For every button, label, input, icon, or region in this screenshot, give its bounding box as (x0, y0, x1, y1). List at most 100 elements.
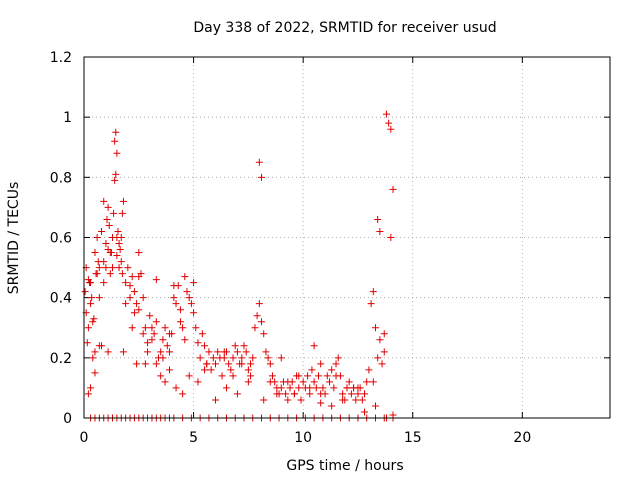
data-point (282, 390, 290, 398)
data-point (253, 312, 261, 320)
data-point (310, 342, 318, 350)
data-point (181, 273, 189, 281)
data-point (231, 342, 239, 350)
data-point (350, 384, 358, 392)
data-point (98, 227, 106, 235)
ticks-layer: 0 0.2 0.4 0.6 0.8 1 1.2 0 5 10 15 20 (50, 50, 610, 446)
data-point (361, 390, 369, 398)
data-point (146, 312, 154, 320)
data-point (244, 366, 252, 374)
data-point (363, 378, 371, 386)
data-point (345, 378, 353, 386)
data-point (135, 249, 143, 257)
data-point (201, 366, 209, 374)
data-point (319, 384, 327, 392)
data-point (157, 348, 165, 356)
data-point (187, 300, 195, 308)
data-point (212, 396, 219, 404)
data-point (100, 258, 108, 266)
data-point (339, 396, 347, 404)
data-point (286, 384, 294, 392)
data-point (299, 378, 307, 386)
data-point (84, 324, 92, 332)
data-point (170, 282, 178, 290)
data-point (91, 249, 99, 257)
data-point (102, 264, 110, 272)
data-point (135, 306, 143, 314)
data-point (242, 348, 250, 356)
data-point (212, 360, 219, 368)
data-point (93, 234, 101, 241)
data-point (108, 234, 116, 241)
data-point (176, 318, 184, 326)
y-tick-label: 1 (63, 110, 72, 126)
data-point (87, 384, 95, 392)
data-point (111, 137, 119, 145)
data-point (258, 173, 266, 181)
data-point (238, 360, 246, 368)
data-point (207, 366, 215, 374)
data-point (161, 378, 169, 386)
data-point (87, 300, 95, 308)
data-point (152, 360, 160, 368)
data-point (111, 176, 119, 184)
data-point (181, 336, 189, 344)
y-tick-label: 1.2 (50, 50, 72, 66)
data-point (118, 270, 126, 278)
data-point (297, 396, 305, 404)
data-point (104, 348, 112, 356)
data-point (139, 294, 147, 302)
data-point (192, 324, 200, 332)
data-point (203, 360, 211, 368)
data-point (179, 390, 187, 398)
data-point (317, 360, 325, 368)
data-point (104, 246, 112, 254)
data-point (306, 390, 314, 398)
data-point (376, 227, 384, 235)
grid-layer (84, 57, 610, 418)
data-point (225, 360, 233, 368)
data-point (130, 288, 138, 296)
data-point (310, 378, 318, 386)
x-tick-label: 20 (513, 430, 531, 446)
data-point (227, 366, 235, 374)
data-point (194, 339, 202, 347)
data-point (183, 288, 191, 296)
data-point (389, 185, 397, 193)
data-point (103, 215, 111, 223)
data-point (343, 384, 351, 392)
data-point (290, 390, 298, 398)
data-point (144, 348, 152, 356)
data-point (317, 399, 325, 407)
data-point (84, 390, 92, 398)
data-point (220, 348, 228, 356)
data-point (179, 324, 187, 332)
data-point (165, 330, 173, 338)
data-point (104, 203, 112, 211)
plot-frame (83, 56, 611, 419)
data-point (365, 366, 373, 374)
data-point (295, 372, 303, 380)
data-point (170, 294, 178, 302)
data-point (119, 197, 127, 205)
data-point (374, 215, 382, 223)
data-point (135, 273, 143, 281)
data-point (105, 221, 113, 229)
data-point (113, 252, 121, 260)
data-point (284, 378, 292, 386)
data-point (260, 396, 268, 404)
data-point (295, 384, 303, 392)
data-point (385, 119, 393, 127)
data-point (222, 384, 230, 392)
data-point (89, 318, 97, 326)
data-point (371, 324, 379, 332)
data-point (98, 342, 106, 350)
data-point (244, 378, 252, 386)
data-point (81, 288, 89, 296)
data-point (141, 324, 149, 332)
data-point (88, 294, 96, 302)
data-point (378, 360, 386, 368)
data-point (165, 348, 173, 356)
data-point (352, 396, 360, 404)
data-point (159, 336, 167, 344)
